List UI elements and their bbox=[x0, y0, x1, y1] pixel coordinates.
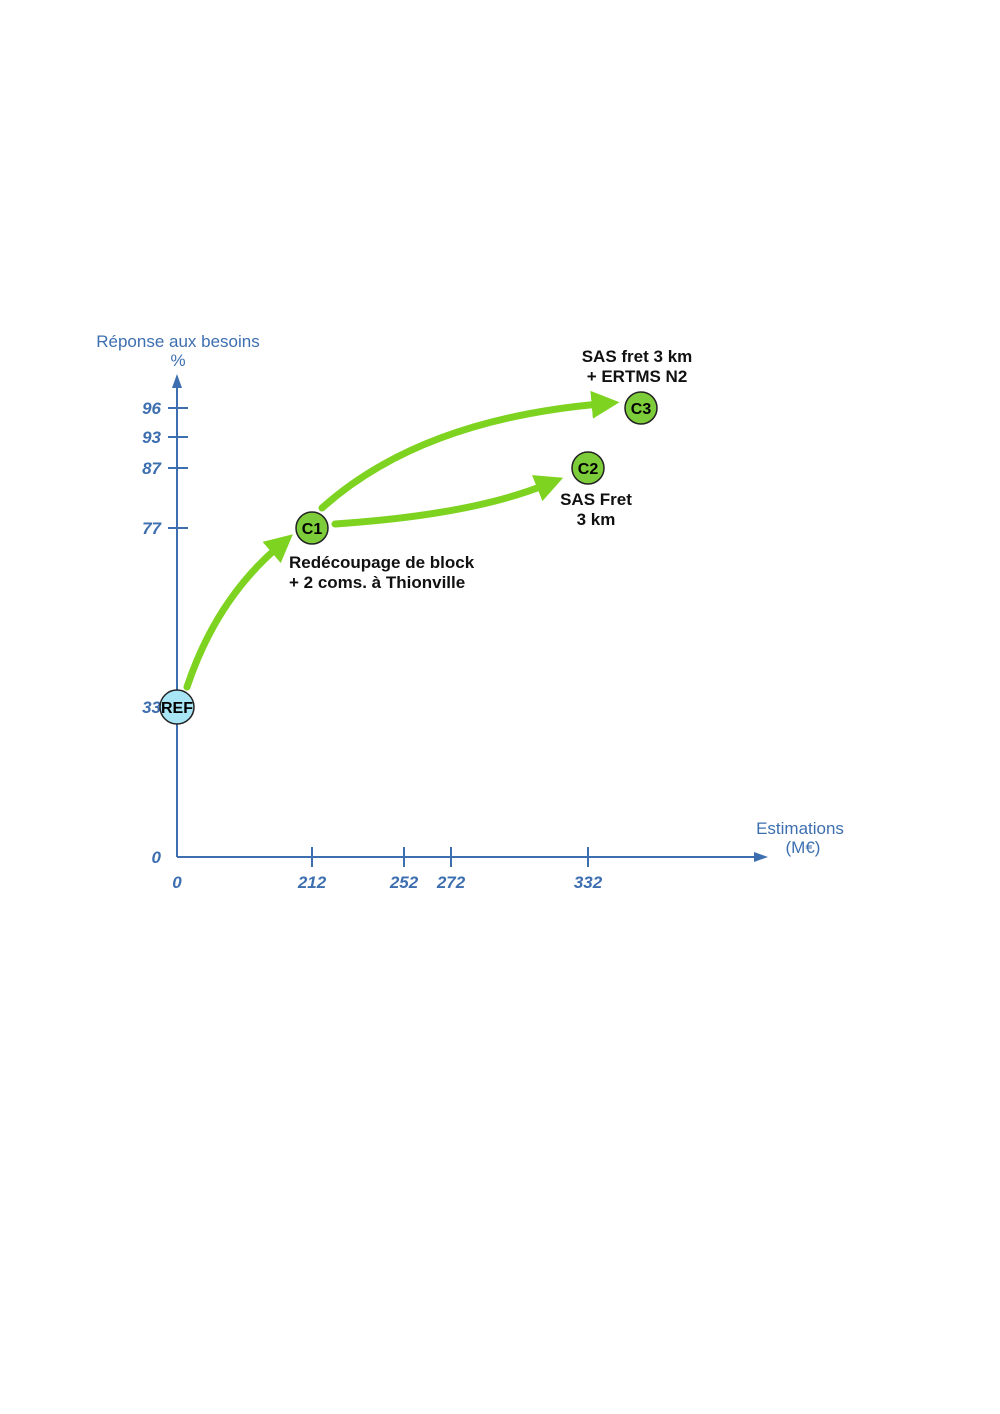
point-label-ref: REF bbox=[161, 700, 193, 717]
c1-annotation-line2: + 2 coms. à Thionville bbox=[289, 573, 465, 592]
point-c1 bbox=[295, 511, 329, 545]
y-axis-title: Réponse aux besoins bbox=[96, 332, 260, 351]
arrow-c1-c2 bbox=[331, 475, 564, 528]
axes bbox=[172, 374, 768, 862]
y-tick-label-96: 96 bbox=[142, 399, 161, 418]
point-c3 bbox=[624, 391, 658, 425]
c3-annotation-line2: + ERTMS N2 bbox=[587, 367, 688, 386]
point-c2 bbox=[571, 451, 605, 485]
data-points: REF C1 C2 C3 bbox=[159, 391, 658, 725]
point-label-c1: C1 bbox=[302, 521, 323, 538]
c3-annotation-line1: SAS fret 3 km bbox=[582, 347, 693, 366]
c2-annotation-line1: SAS Fret bbox=[560, 490, 632, 509]
y-tick-label-0: 0 bbox=[152, 848, 162, 867]
x-tick-label-212: 212 bbox=[297, 873, 327, 892]
y-axis-unit: % bbox=[170, 351, 185, 370]
x-axis-arrowhead bbox=[754, 852, 768, 862]
x-axis-title: Estimations bbox=[756, 819, 844, 838]
x-ticks: 0 212 252 272 332 bbox=[172, 847, 603, 892]
y-tick-label-77: 77 bbox=[142, 519, 162, 538]
arrow-ref-c1 bbox=[183, 534, 293, 691]
point-label-c2: C2 bbox=[578, 461, 599, 478]
x-axis-unit: (M€) bbox=[786, 838, 821, 857]
y-tick-label-33: 33 bbox=[142, 698, 161, 717]
c2-annotation-line2: 3 km bbox=[577, 510, 616, 529]
transition-arrows bbox=[183, 390, 620, 691]
point-label-c3: C3 bbox=[631, 401, 652, 418]
arrow-c1-c3 bbox=[318, 390, 620, 512]
c1-annotation-line1: Redécoupage de block bbox=[289, 553, 475, 572]
y-ticks: 0 33 77 87 93 96 bbox=[142, 399, 188, 867]
y-axis-arrowhead bbox=[172, 374, 182, 388]
x-tick-label-0: 0 bbox=[172, 873, 182, 892]
point-ref bbox=[159, 689, 195, 725]
x-tick-label-252: 252 bbox=[389, 873, 419, 892]
x-tick-label-332: 332 bbox=[574, 873, 603, 892]
y-tick-label-87: 87 bbox=[142, 459, 162, 478]
y-tick-label-93: 93 bbox=[142, 428, 161, 447]
x-tick-label-272: 272 bbox=[436, 873, 466, 892]
